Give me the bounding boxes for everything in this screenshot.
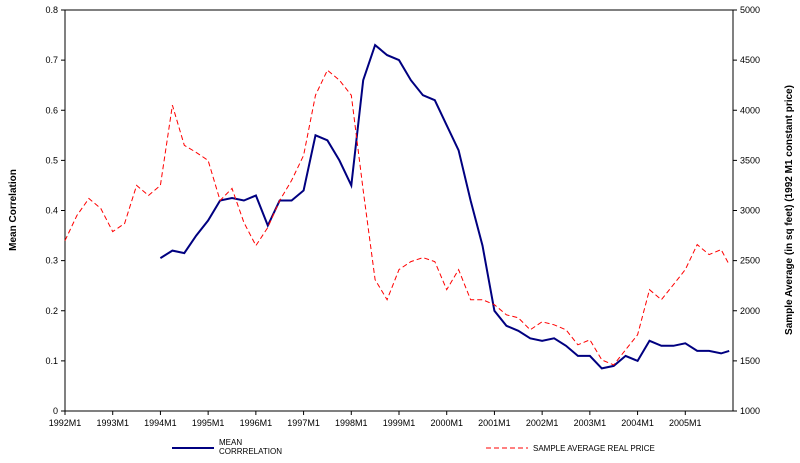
y-tick-label: 0.5 bbox=[45, 155, 58, 165]
plot-frame bbox=[64, 9, 734, 412]
legend-entry: MEAN CORRRELATION bbox=[219, 438, 282, 456]
y2-tick-label: 2000 bbox=[740, 306, 760, 316]
series-line bbox=[64, 69, 730, 366]
x-tick-label: 1992M1 bbox=[49, 418, 82, 428]
x-tick-label: 2000M1 bbox=[430, 418, 463, 428]
y2-tick-label: 5000 bbox=[740, 5, 760, 15]
y2-tick-label: 2500 bbox=[740, 256, 760, 266]
x-tick-label: 1997M1 bbox=[287, 418, 320, 428]
x-tick-label: 2003M1 bbox=[574, 418, 607, 428]
y-tick-label: 0 bbox=[53, 406, 58, 416]
y-axis-title: Mean Correlation bbox=[8, 169, 19, 251]
x-tick-label: 1996M1 bbox=[240, 418, 273, 428]
y-tick-label: 0.1 bbox=[45, 356, 58, 366]
x-tick-label: 1995M1 bbox=[192, 418, 225, 428]
x-tick-label: 2001M1 bbox=[478, 418, 511, 428]
x-tick-label: 2005M1 bbox=[669, 418, 702, 428]
y2-tick-label: 3000 bbox=[740, 206, 760, 216]
y2-tick-label: 1500 bbox=[740, 356, 760, 366]
y-tick-label: 0.2 bbox=[45, 306, 58, 316]
x-tick-label: 2004M1 bbox=[621, 418, 654, 428]
y2-tick-label: 3500 bbox=[740, 155, 760, 165]
y2-tick-label: 4500 bbox=[740, 55, 760, 65]
legend-entry: SAMPLE AVERAGE REAL PRICE bbox=[533, 444, 655, 453]
y-tick-label: 0.6 bbox=[45, 105, 58, 115]
legend-label: SAMPLE AVERAGE REAL PRICE bbox=[533, 444, 655, 453]
y2-axis-title: Sample Average (in sq feet) (1992 M1 con… bbox=[784, 85, 795, 335]
y-tick-label: 0.8 bbox=[45, 5, 58, 15]
y-tick-label: 0.3 bbox=[45, 256, 58, 266]
x-tick-label: 1993M1 bbox=[96, 418, 129, 428]
y-tick-label: 0.7 bbox=[45, 55, 58, 65]
legend-label: MEAN CORRRELATION bbox=[219, 438, 282, 456]
y2-tick-label: 1000 bbox=[740, 406, 760, 416]
x-tick-label: 1998M1 bbox=[335, 418, 368, 428]
x-tick-label: 1994M1 bbox=[144, 418, 177, 428]
y2-tick-label: 4000 bbox=[740, 105, 760, 115]
y-tick-label: 0.4 bbox=[45, 206, 58, 216]
x-tick-label: 2002M1 bbox=[526, 418, 559, 428]
x-tick-label: 1999M1 bbox=[383, 418, 416, 428]
series-line bbox=[159, 43, 730, 370]
